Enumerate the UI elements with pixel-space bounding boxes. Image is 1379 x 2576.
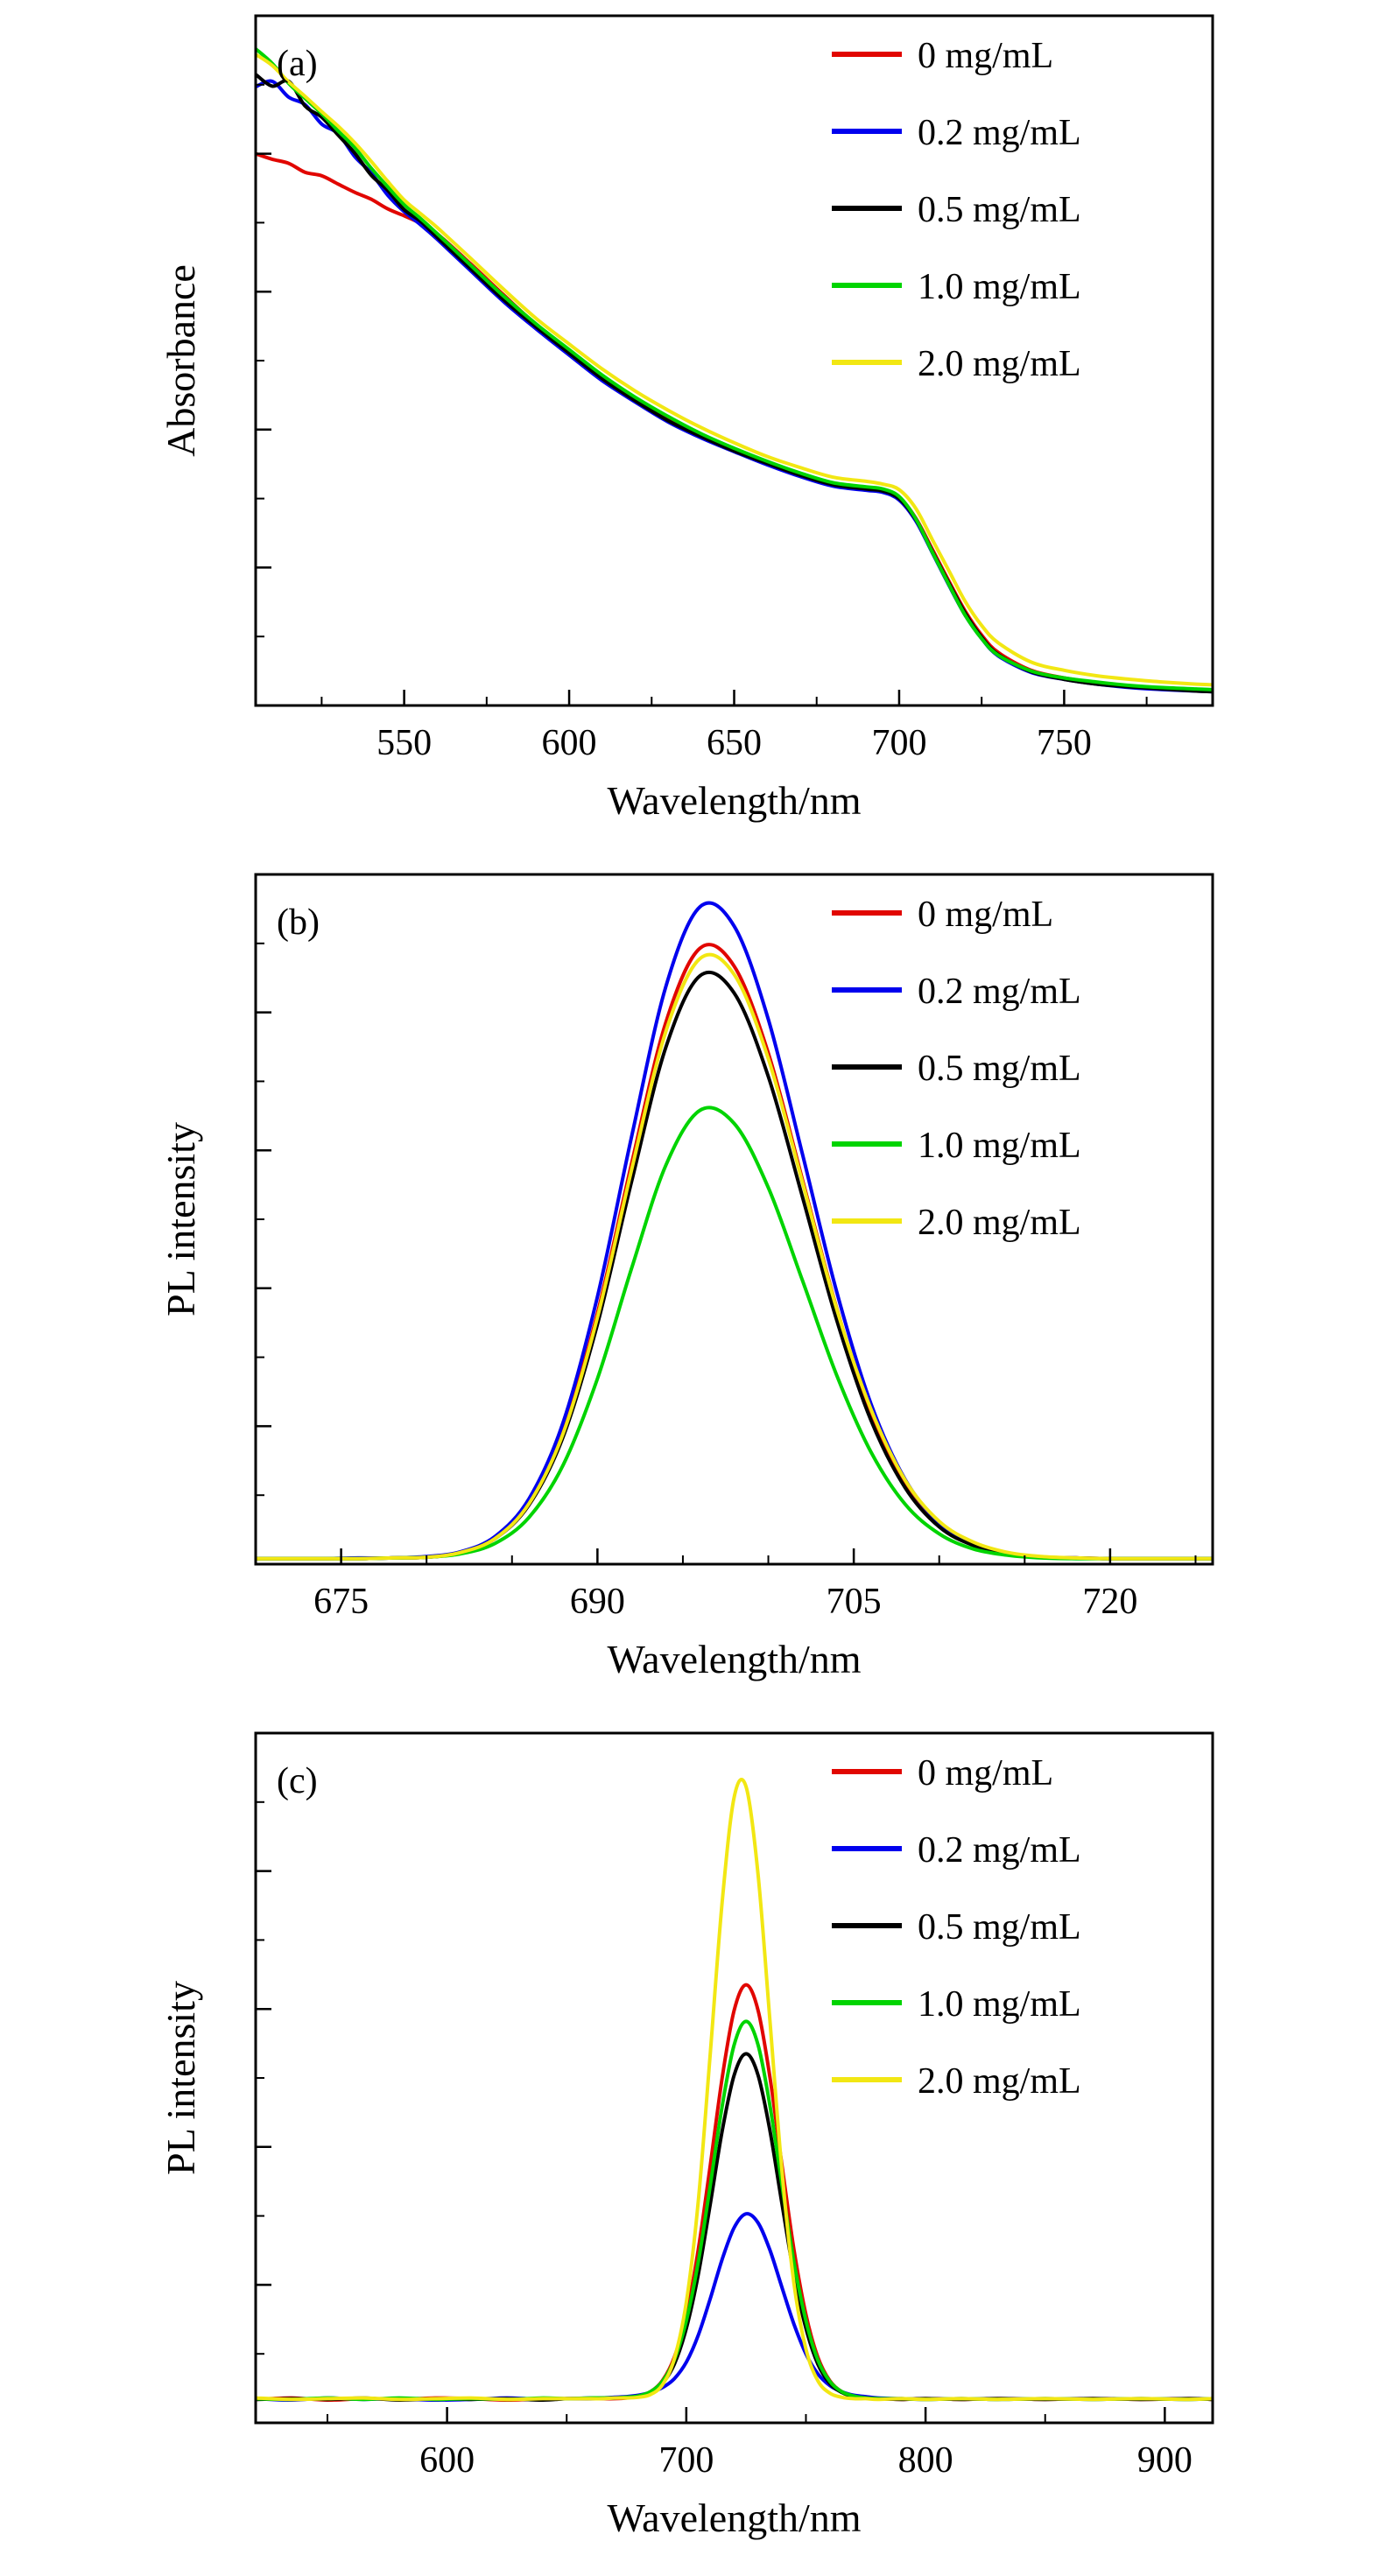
legend-label: 0.2 mg/mL <box>918 1830 1081 1871</box>
x-tick-label: 650 <box>707 723 762 763</box>
legend-label: 0.2 mg/mL <box>918 972 1081 1012</box>
y-axis-label: Absorbance <box>158 264 203 457</box>
legend-label: 0.5 mg/mL <box>918 1049 1081 1089</box>
series-line-2-0-mg-ml <box>256 952 1213 1561</box>
series-line-0-2-mg-ml <box>256 2212 1213 2403</box>
series-line-0-2-mg-ml <box>256 79 1213 694</box>
legend: 0 mg/mL 0.2 mg/mL 0.5 mg/mL 1.0 mg/mL 2.0 mg… <box>832 895 1081 1243</box>
legend-label: 2.0 mg/mL <box>918 1203 1081 1243</box>
legend-label: 0 mg/mL <box>918 1753 1053 1793</box>
legend: 0 mg/mL 0.2 mg/mL 0.5 mg/mL 1.0 mg/mL 2.0 mg… <box>832 1753 1081 2102</box>
chart-b-canvas: 675 690 705 720 Wavelength/nm PL intensity (b)… <box>158 873 1214 1681</box>
panel-c: 600 700 800 900 Wavelength/nm PL intensity (c)… <box>0 1717 1379 2576</box>
plot-area <box>256 46 1213 694</box>
panel-label: (c) <box>277 1761 318 1801</box>
series-line-2-0-mg-ml <box>256 1777 1213 2402</box>
panel-b: 675 690 705 720 Wavelength/nm PL intensity (b)… <box>0 859 1379 1717</box>
legend-label: 0.5 mg/mL <box>918 190 1081 230</box>
chart-c-canvas: 600 700 800 900 Wavelength/nm PL intensity (c)… <box>158 1731 1214 2540</box>
legend-label: 0 mg/mL <box>918 36 1053 76</box>
legend-label: 2.0 mg/mL <box>918 344 1081 384</box>
legend-label: 1.0 mg/mL <box>918 1126 1081 1166</box>
x-tick-label: 720 <box>1082 1582 1137 1622</box>
series-line-1-0-mg-ml <box>256 1106 1213 1561</box>
x-tick-label: 705 <box>827 1582 882 1622</box>
legend-label: 1.0 mg/mL <box>918 267 1081 307</box>
y-axis-label: PL intensity <box>158 1981 203 2175</box>
x-tick-label: 750 <box>1037 723 1092 763</box>
x-tick-label: 600 <box>542 723 597 763</box>
series-line-1-0-mg-ml <box>256 46 1213 691</box>
x-tick-label: 700 <box>658 2440 714 2481</box>
x-tick-label: 690 <box>570 1582 625 1622</box>
legend-label: 2.0 mg/mL <box>918 2061 1081 2102</box>
x-axis-label: Wavelength/nm <box>607 1637 861 1681</box>
legend-label: 1.0 mg/mL <box>918 1984 1081 2025</box>
x-tick-label: 800 <box>898 2440 953 2481</box>
x-tick-label: 900 <box>1137 2440 1193 2481</box>
x-axis-label: Wavelength/nm <box>607 778 861 823</box>
legend-label: 0.5 mg/mL <box>918 1907 1081 1948</box>
x-axis-label: Wavelength/nm <box>607 2495 861 2540</box>
series-line-2-0-mg-ml <box>256 53 1213 687</box>
panel-label: (a) <box>277 44 318 84</box>
panel-label: (b) <box>277 902 320 943</box>
x-tick-label: 700 <box>871 723 926 763</box>
x-tick-label: 550 <box>376 723 432 763</box>
panel-a: 550 600 650 700 750 Wavelength/nm Absorbance (a… <box>0 0 1379 859</box>
series-line-0-mg-ml <box>256 151 1213 693</box>
legend-label: 0 mg/mL <box>918 895 1053 935</box>
x-tick-label: 600 <box>419 2440 475 2481</box>
legend-label: 0.2 mg/mL <box>918 113 1081 153</box>
y-axis-label: PL intensity <box>158 1122 203 1316</box>
legend: 0 mg/mL 0.2 mg/mL 0.5 mg/mL 1.0 mg/mL 2.0 mg… <box>832 36 1081 384</box>
series-line-0-mg-ml <box>256 943 1213 1561</box>
x-tick-label: 675 <box>313 1582 369 1622</box>
chart-a-canvas: 550 600 650 700 750 Wavelength/nm Absorbance (a… <box>158 14 1214 823</box>
plot-area <box>256 1777 1213 2403</box>
